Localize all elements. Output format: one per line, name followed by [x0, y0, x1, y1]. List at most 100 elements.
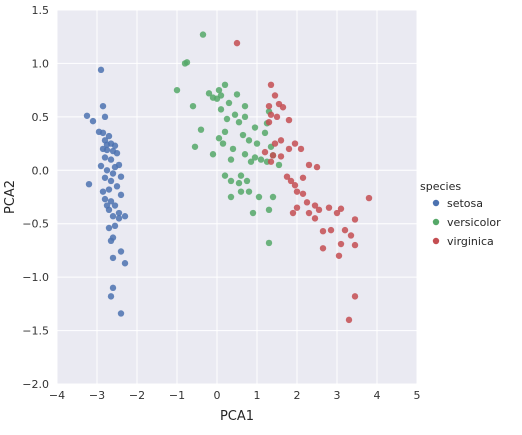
setosa-point: [89, 117, 97, 125]
virginica-point: [271, 92, 279, 99]
virginica-point: [289, 209, 297, 217]
virginica-point: [277, 137, 285, 144]
setosa-point: [85, 180, 93, 188]
virginica-point: [285, 145, 293, 153]
setosa-point: [111, 142, 119, 149]
setosa-point: [101, 174, 109, 181]
plot-background: [57, 10, 417, 384]
virginica-point: [291, 182, 299, 189]
y-tick-label: −1.0: [22, 271, 49, 284]
versicolor-point: [191, 143, 199, 150]
versicolor-point: [205, 90, 213, 97]
setosa-point: [121, 213, 129, 220]
versicolor-point: [227, 156, 235, 163]
virginica-point: [351, 216, 359, 223]
virginica-point: [271, 140, 279, 147]
setosa-point: [117, 248, 125, 255]
versicolor-point: [241, 151, 249, 158]
setosa-point: [113, 183, 121, 190]
versicolor-point: [241, 102, 249, 110]
setosa-point: [111, 202, 119, 209]
virginica-point: [285, 116, 293, 124]
legend-marker-versicolor: [432, 218, 440, 226]
x-tick-label: 2: [294, 389, 301, 402]
virginica-point: [351, 241, 359, 249]
versicolor-point: [265, 206, 273, 214]
virginica-point: [319, 227, 327, 235]
legend-label-versicolor: versicolor: [447, 216, 501, 229]
x-tick-label: 0: [214, 389, 221, 402]
versicolor-point: [189, 102, 197, 110]
setosa-point: [99, 129, 107, 137]
setosa-point: [115, 215, 123, 222]
y-tick-labels: −2.0 −1.5 −1.0 −0.5 0.0 0.5 1.0 1.5: [22, 4, 49, 391]
legend-label-virginica: virginica: [447, 235, 494, 248]
versicolor-point: [221, 172, 229, 179]
virginica-point: [351, 293, 359, 300]
virginica-point: [267, 81, 275, 89]
versicolor-point: [243, 177, 251, 185]
setosa-point: [107, 156, 115, 163]
virginica-point: [305, 161, 313, 169]
versicolor-point: [249, 209, 257, 217]
virginica-point: [345, 316, 353, 324]
virginica-point: [287, 177, 295, 185]
virginica-point: [325, 204, 333, 211]
virginica-point: [297, 145, 305, 153]
setosa-point: [105, 186, 113, 193]
versicolor-point: [235, 179, 243, 187]
virginica-point: [299, 174, 307, 181]
virginica-point: [311, 215, 319, 222]
x-tick-label: 1: [254, 389, 261, 402]
setosa-point: [103, 146, 111, 154]
versicolor-point: [231, 111, 239, 118]
setosa-point: [109, 254, 117, 262]
versicolor-point: [251, 124, 259, 131]
setosa-point: [101, 154, 109, 161]
setosa-point: [105, 206, 113, 214]
setosa-point: [117, 173, 125, 180]
x-axis-label: PCA1: [220, 409, 254, 424]
virginica-point: [303, 199, 311, 206]
series-virginica: [233, 39, 373, 324]
y-tick-label: 1.0: [32, 57, 50, 70]
y-tick-label: 0.0: [32, 164, 50, 177]
virginica-point: [291, 140, 299, 147]
versicolor-point: [245, 137, 253, 144]
x-tick-labels: −4 −3 −2 −1 0 1 2 3 4 5: [49, 389, 421, 402]
virginica-point: [337, 240, 345, 248]
y-tick-label: −0.5: [22, 218, 49, 231]
versicolor-point: [245, 188, 253, 195]
y-tick-label: 0.5: [32, 111, 50, 124]
versicolor-point: [229, 145, 237, 153]
virginica-point: [269, 152, 277, 159]
y-tick-label: 1.5: [32, 4, 50, 17]
setosa-point: [109, 284, 117, 292]
y-axis-label: PCA2: [3, 180, 18, 214]
virginica-point: [265, 102, 273, 110]
setosa-point: [121, 260, 129, 267]
versicolor-point: [199, 31, 207, 38]
series-setosa: [83, 66, 129, 317]
virginica-point: [265, 119, 273, 126]
virginica-point: [315, 206, 323, 214]
setosa-point: [107, 293, 115, 300]
virginica-point: [341, 226, 349, 234]
virginica-point: [327, 226, 335, 234]
setosa-point: [103, 167, 111, 174]
versicolor-point: [253, 140, 261, 147]
versicolor-point: [227, 177, 235, 185]
virginica-point: [293, 188, 301, 195]
versicolor-point: [275, 161, 283, 169]
versicolor-point: [269, 193, 277, 201]
x-tick-label: −1: [169, 389, 185, 402]
versicolor-point: [241, 113, 249, 121]
virginica-point: [267, 158, 275, 165]
data-points: [83, 31, 373, 324]
virginica-point: [333, 209, 341, 217]
virginica-point: [347, 232, 355, 239]
setosa-point: [105, 132, 113, 140]
legend-label-setosa: setosa: [447, 197, 483, 210]
setosa-point: [83, 112, 91, 119]
